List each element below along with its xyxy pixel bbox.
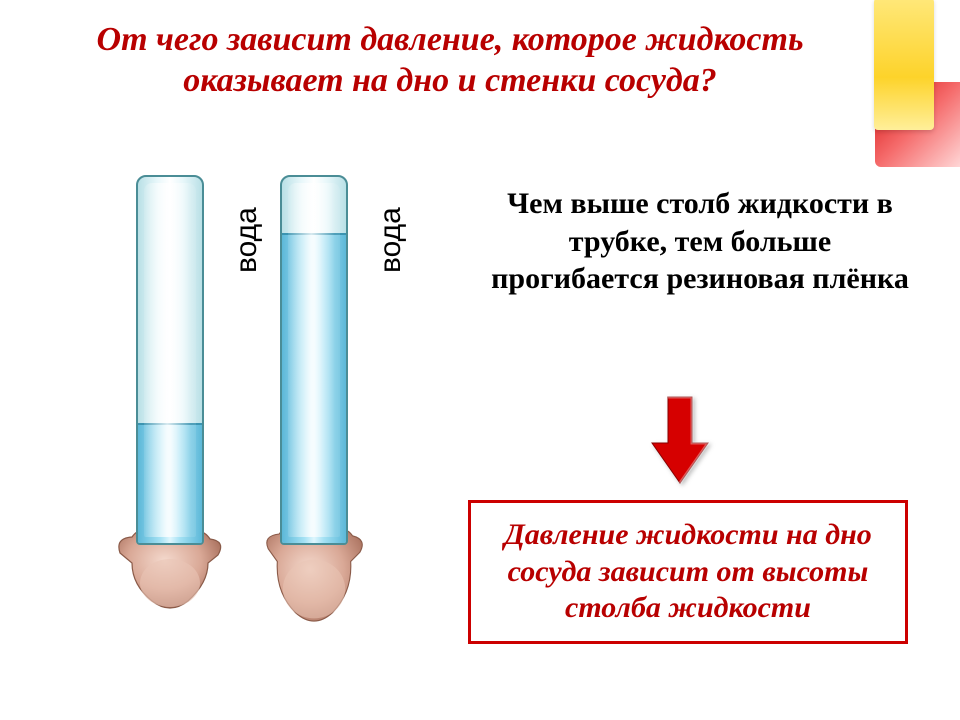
tube-diagram: вода вода — [70, 175, 430, 675]
tube-right — [280, 175, 348, 545]
water-left — [138, 423, 202, 543]
conclusion-box: Давление жидкости на дно сосуда зависит … — [468, 500, 908, 644]
water-right — [282, 233, 346, 543]
deco-yellow-bar — [874, 0, 934, 130]
corner-decoration — [875, 0, 960, 165]
arrow-down-icon — [650, 395, 710, 485]
tube-left-label: вода — [230, 207, 264, 273]
tube-left — [136, 175, 204, 545]
tube-right-label: вода — [374, 207, 408, 273]
explanation-text: Чем выше столб жидкости в трубке, тем бо… — [485, 185, 915, 298]
slide-title: От чего зависит давление, которое жидкос… — [40, 20, 860, 102]
